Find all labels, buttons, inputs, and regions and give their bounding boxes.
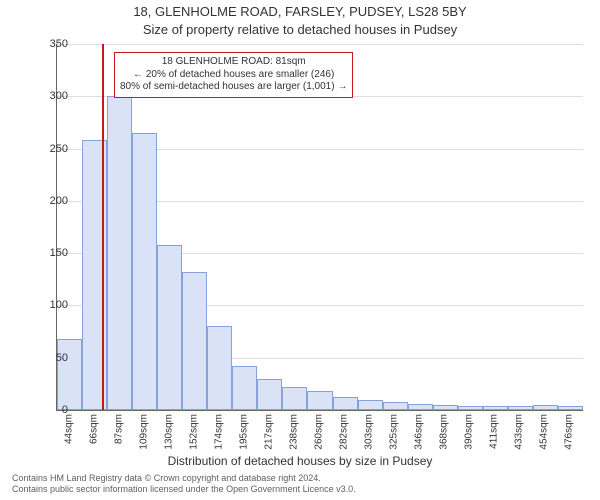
- x-tick-label: 152sqm: [188, 414, 199, 450]
- histogram-bar: [57, 339, 82, 410]
- histogram-bar: [282, 387, 307, 410]
- x-tick-label: 238sqm: [288, 414, 299, 450]
- histogram-bar: [483, 406, 508, 410]
- y-tick-label: 200: [28, 195, 68, 207]
- x-tick-label: 325sqm: [389, 414, 400, 450]
- property-marker-line: [102, 44, 104, 410]
- x-tick-label: 130sqm: [163, 414, 174, 450]
- chart-container: 18, GLENHOLME ROAD, FARSLEY, PUDSEY, LS2…: [0, 0, 600, 500]
- y-tick-label: 250: [28, 143, 68, 155]
- annotation-line: 80% of semi-detached houses are larger (…: [120, 81, 347, 94]
- x-axis-label: Distribution of detached houses by size …: [0, 454, 600, 468]
- chart-title-sub: Size of property relative to detached ho…: [0, 22, 600, 37]
- x-tick-label: 217sqm: [263, 414, 274, 450]
- annotation-line: 18 GLENHOLME ROAD: 81sqm: [120, 56, 347, 69]
- gridline: [57, 44, 583, 45]
- x-tick-label: 260sqm: [314, 414, 325, 450]
- x-tick-label: 66sqm: [88, 414, 99, 444]
- histogram-bar: [333, 397, 358, 410]
- x-tick-label: 282sqm: [339, 414, 350, 450]
- y-tick-label: 0: [28, 404, 68, 416]
- footer-line-2: Contains public sector information licen…: [12, 484, 356, 494]
- y-tick-label: 150: [28, 247, 68, 259]
- x-tick-label: 411sqm: [489, 414, 500, 449]
- plot-area: 18 GLENHOLME ROAD: 81sqm← 20% of detache…: [56, 44, 583, 411]
- histogram-bar: [458, 406, 483, 410]
- histogram-bar: [558, 406, 583, 410]
- histogram-bar: [358, 400, 383, 410]
- x-tick-label: 390sqm: [464, 414, 475, 450]
- chart-title-main: 18, GLENHOLME ROAD, FARSLEY, PUDSEY, LS2…: [0, 4, 600, 19]
- x-tick-label: 346sqm: [414, 414, 425, 450]
- y-tick-label: 300: [28, 90, 68, 102]
- x-tick-label: 109sqm: [138, 414, 149, 450]
- x-tick-label: 433sqm: [514, 414, 525, 450]
- x-tick-label: 454sqm: [539, 414, 550, 450]
- x-tick-label: 368sqm: [439, 414, 450, 450]
- y-tick-label: 350: [28, 38, 68, 50]
- footer-attribution: Contains HM Land Registry data © Crown c…: [12, 473, 356, 494]
- histogram-bar: [232, 366, 257, 410]
- histogram-bar: [408, 404, 433, 410]
- histogram-bar: [383, 402, 408, 410]
- x-tick-label: 195sqm: [238, 414, 249, 450]
- annotation-line: ← 20% of detached houses are smaller (24…: [120, 69, 347, 82]
- x-tick-label: 87sqm: [113, 414, 124, 444]
- annotation-box: 18 GLENHOLME ROAD: 81sqm← 20% of detache…: [114, 52, 353, 98]
- x-tick-label: 174sqm: [213, 414, 224, 450]
- histogram-bar: [107, 96, 132, 410]
- footer-line-1: Contains HM Land Registry data © Crown c…: [12, 473, 356, 483]
- histogram-bar: [207, 326, 232, 410]
- histogram-bar: [182, 272, 207, 410]
- histogram-bar: [257, 379, 282, 410]
- y-tick-label: 50: [28, 352, 68, 364]
- histogram-bar: [307, 391, 332, 410]
- histogram-bar: [157, 245, 182, 410]
- x-tick-label: 476sqm: [564, 414, 575, 450]
- y-tick-label: 100: [28, 299, 68, 311]
- histogram-bar: [132, 133, 157, 410]
- x-tick-label: 303sqm: [364, 414, 375, 450]
- histogram-bar: [533, 405, 558, 410]
- histogram-bar: [433, 405, 458, 410]
- histogram-bar: [508, 406, 533, 410]
- x-tick-label: 44sqm: [63, 414, 74, 444]
